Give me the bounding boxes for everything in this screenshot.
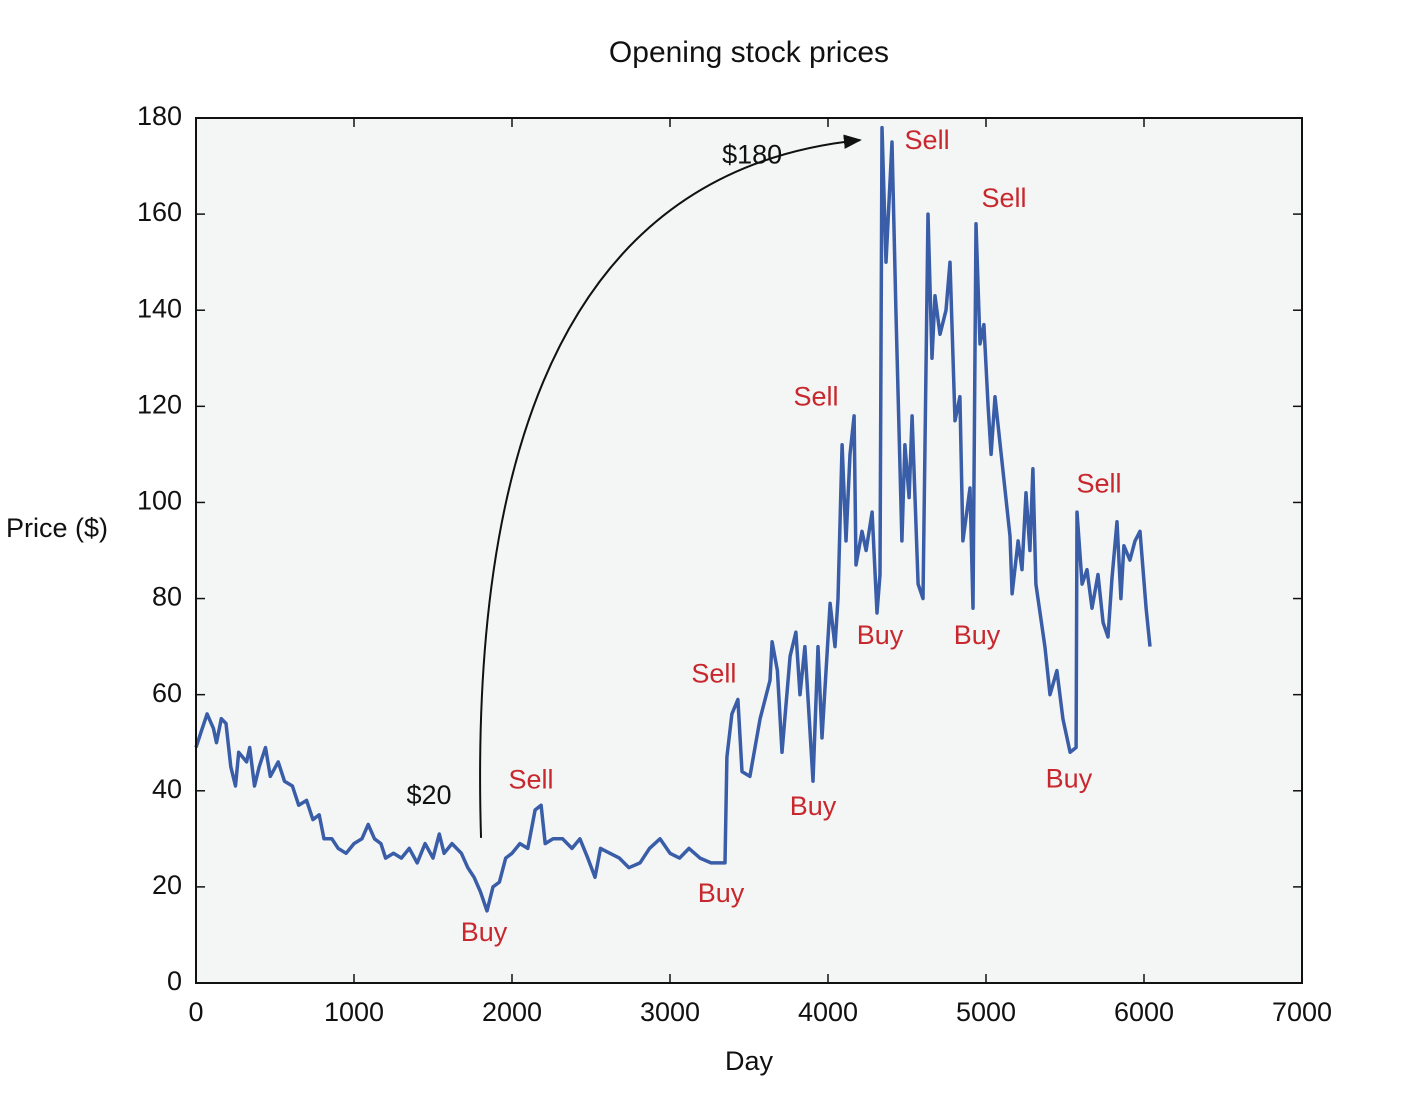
annotation: $180 [722, 140, 782, 170]
annotation: Buy [1046, 763, 1093, 793]
x-tick-label: 7000 [1272, 997, 1332, 1027]
x-tick-label: 4000 [798, 997, 858, 1027]
annotation: Buy [790, 791, 837, 821]
annotation: Sell [905, 125, 950, 155]
annotation: Sell [508, 764, 553, 794]
x-tick-label: 1000 [324, 997, 384, 1027]
x-tick-label: 5000 [956, 997, 1016, 1027]
y-tick-label: 140 [137, 293, 182, 323]
annotation: Buy [954, 620, 1001, 650]
x-tick-label: 0 [188, 997, 203, 1027]
annotation: $20 [407, 780, 452, 810]
arrow [479, 134, 862, 838]
y-tick-label: 80 [152, 582, 182, 612]
annotation: Sell [793, 381, 838, 411]
annotation: Buy [461, 917, 508, 947]
y-tick-label: 100 [137, 486, 182, 516]
price-line [194, 125, 1152, 913]
y-tick-label: 60 [152, 678, 182, 708]
plot-frame [195, 117, 1303, 984]
annotation: Buy [857, 620, 904, 650]
x-tick-label: 3000 [640, 997, 700, 1027]
y-axis-label: Price ($) [6, 513, 108, 543]
x-tick-label: 2000 [482, 997, 542, 1027]
y-tick-label: 120 [137, 389, 182, 419]
y-tick-label: 0 [167, 966, 182, 996]
annotation: Sell [691, 659, 736, 689]
annotation: Sell [981, 183, 1026, 213]
plot-area [196, 118, 1302, 983]
y-tick-label: 180 [137, 101, 182, 131]
x-tick-label: 6000 [1114, 997, 1174, 1027]
annotation: Buy [698, 878, 745, 908]
y-tick-label: 20 [152, 870, 182, 900]
y-tick-label: 160 [137, 197, 182, 227]
y-tick-label: 40 [152, 774, 182, 804]
annotation: Sell [1076, 468, 1121, 498]
x-axis-label: Day [725, 1046, 774, 1076]
chart-title: Opening stock prices [609, 36, 889, 69]
